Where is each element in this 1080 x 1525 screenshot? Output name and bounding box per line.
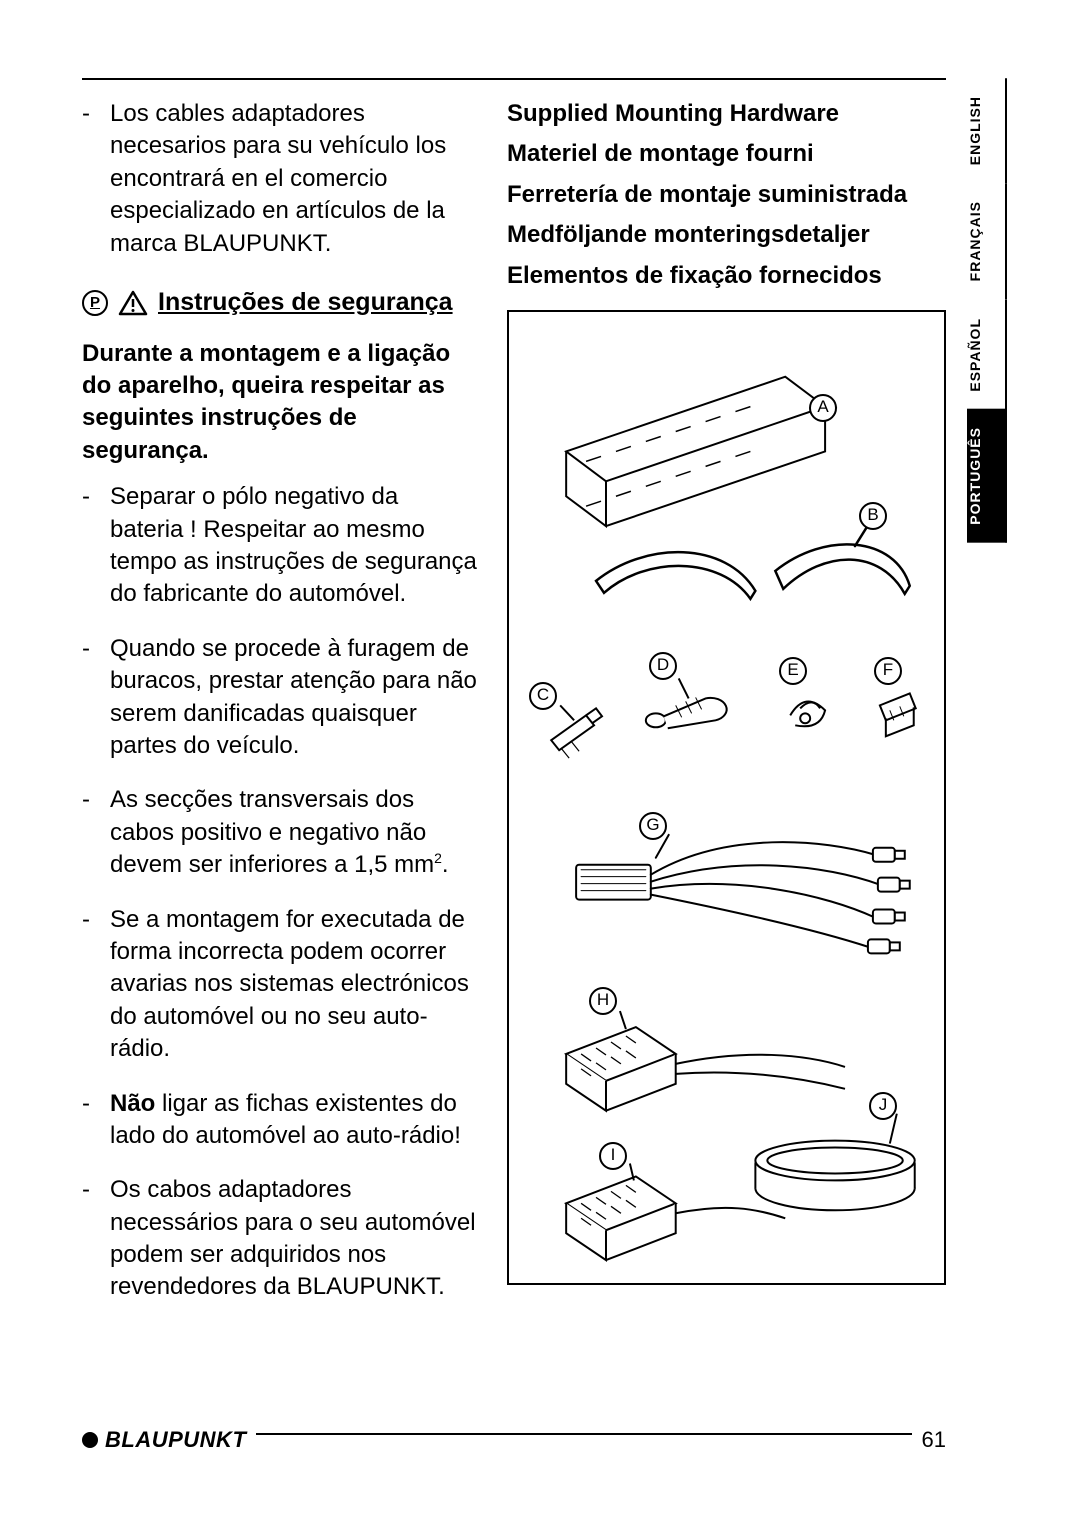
bullet-dash: - [82,633,110,763]
brand-text: BLAUPUNKT [105,1427,246,1453]
part-label-d: D [649,652,677,680]
warning-icon [118,290,148,316]
hardware-illustration [509,312,944,1283]
bullet-text: Os cabos adaptadores necessários para o … [110,1174,477,1304]
bullet-dash: - [82,481,110,611]
intro-text: Los cables adaptadores necesarios para s… [110,98,477,260]
part-label-g: G [639,812,667,840]
top-rule [82,78,946,80]
hardware-title: Materiel de montage fourni [507,138,946,170]
safety-bullet: -Separar o pólo negativo da bateria ! Re… [82,481,477,611]
part-label-a: A [809,394,837,422]
manual-page: - Los cables adaptadores necesarios para… [0,0,1080,1525]
nao-bold: Não [110,1090,155,1117]
safety-bullet-list: -Separar o pólo negativo da bateria ! Re… [82,481,477,1065]
bullet-text: Se a montagem for executada de forma inc… [110,904,477,1066]
safety-bullet: -As secções transversais dos cabos posit… [82,784,477,881]
part-label-h: H [589,987,617,1015]
hardware-title: Supplied Mounting Hardware [507,98,946,130]
safety-bullet-last: - Os cabos adaptadores necessários para … [82,1174,477,1304]
page-footer: BLAUPUNKT 61 [82,1433,946,1459]
hardware-title: Ferretería de montaje suministrada [507,179,946,211]
brand-mark: BLAUPUNKT [82,1427,256,1453]
page-number: 61 [912,1427,946,1453]
hardware-title: Medföljande monteringsdetaljer [507,219,946,251]
right-column: Supplied Mounting Hardware Materiel de mo… [507,98,946,1326]
hardware-title: Elementos de fixação fornecidos [507,260,946,292]
bullet-dash: - [82,904,110,1066]
bullet-dash: - [82,98,110,260]
part-label-j: J [869,1092,897,1120]
lang-tab-english[interactable]: ENGLISH [967,78,1007,183]
brand-dot-icon [82,1432,98,1448]
lang-tab-français[interactable]: FRANÇAIS [967,183,1007,299]
part-label-b: B [859,502,887,530]
bullet-dash: - [82,1174,110,1304]
bullet-dash: - [82,1088,110,1153]
lang-tab-español[interactable]: ESPAÑOL [967,300,1007,410]
bullet-text: Separar o pólo negativo da bateria ! Res… [110,481,477,611]
safety-bullet-nao: - Não ligar as fichas existentes do lado… [82,1088,477,1153]
left-column: - Los cables adaptadores necesarios para… [82,98,477,1326]
safety-bullet: -Se a montagem for executada de forma in… [82,904,477,1066]
safety-lead: Durante a montagem e a ligação do aparel… [82,338,477,468]
lang-badge-p: P [82,290,108,316]
part-label-e: E [779,657,807,685]
nao-rest: ligar as fichas existentes do lado do au… [110,1090,461,1149]
safety-bullet: -Quando se procede à furagem de buracos,… [82,633,477,763]
bullet-text: Quando se procede à furagem de buracos, … [110,633,477,763]
intro-bullet: - Los cables adaptadores necesarios para… [82,98,477,260]
lang-tab-português[interactable]: PORTUGUÊS [967,409,1007,543]
bullet-dash: - [82,784,110,881]
safety-heading: P Instruções de segurança [82,286,477,320]
part-label-f: F [874,657,902,685]
safety-title-text: Instruções de segurança [158,286,453,320]
part-label-i: I [599,1142,627,1170]
hardware-title-list: Supplied Mounting Hardware Materiel de mo… [507,98,946,292]
bullet-text: Não ligar as fichas existentes do lado d… [110,1088,477,1153]
two-column-layout: - Los cables adaptadores necesarios para… [82,98,946,1326]
part-label-c: C [529,682,557,710]
language-tabs: ENGLISHFRANÇAISESPAÑOLPORTUGUÊS [967,78,1007,543]
bullet-text: As secções transversais dos cabos positi… [110,784,477,881]
hardware-diagram: A B C D E F G H I J [507,310,946,1285]
